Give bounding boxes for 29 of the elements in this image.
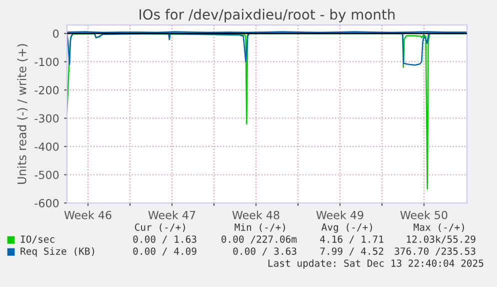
text: 4.16 / 1.71 xyxy=(320,235,384,244)
text: Cur (-/+) xyxy=(134,223,185,232)
text: 0.00 /227.06m xyxy=(222,235,297,244)
chart-title: IOs for /dev/paixdieu/root - by month xyxy=(140,8,395,22)
y-tick-label: -300 xyxy=(34,114,59,123)
text: Last update: Sat Dec 13 22:40:04 2025 xyxy=(268,259,484,269)
x-tick-label: Week 46 xyxy=(64,210,112,220)
x-tick-label: Week 49 xyxy=(316,210,364,220)
y-tick-label: -500 xyxy=(34,170,59,180)
text: 0.00 / 1.63 xyxy=(133,235,196,244)
y-tick-label: -600 xyxy=(34,198,59,208)
text: 0.00 / 4.09 xyxy=(133,247,196,256)
text: 7.99 / 4.52 xyxy=(320,247,384,256)
text: 12.03k/55.29 xyxy=(406,235,476,244)
x-tick-label: Week 47 xyxy=(148,210,196,220)
text: 0.00 / 3.63 xyxy=(233,247,296,256)
legend-label: IO/sec xyxy=(20,235,54,244)
y-tick-label: -100 xyxy=(34,58,59,66)
legend-label: Req Size (KB) xyxy=(20,247,94,257)
x-tick-label: Week 48 xyxy=(232,210,280,220)
y-tick-label: -400 xyxy=(34,142,59,151)
x-tick-label: Week 50 xyxy=(400,210,448,220)
text: 376.70 /235.53 xyxy=(394,247,476,256)
text: Max (-/+) xyxy=(414,223,464,232)
text: Avg (-/+) xyxy=(322,223,372,233)
y-axis-title: Units read (-) / write (+) xyxy=(17,44,28,184)
y-tick-label: -200 xyxy=(34,86,59,94)
y-tick-label: 0 xyxy=(53,29,59,38)
text: Min (-/+) xyxy=(234,223,285,232)
